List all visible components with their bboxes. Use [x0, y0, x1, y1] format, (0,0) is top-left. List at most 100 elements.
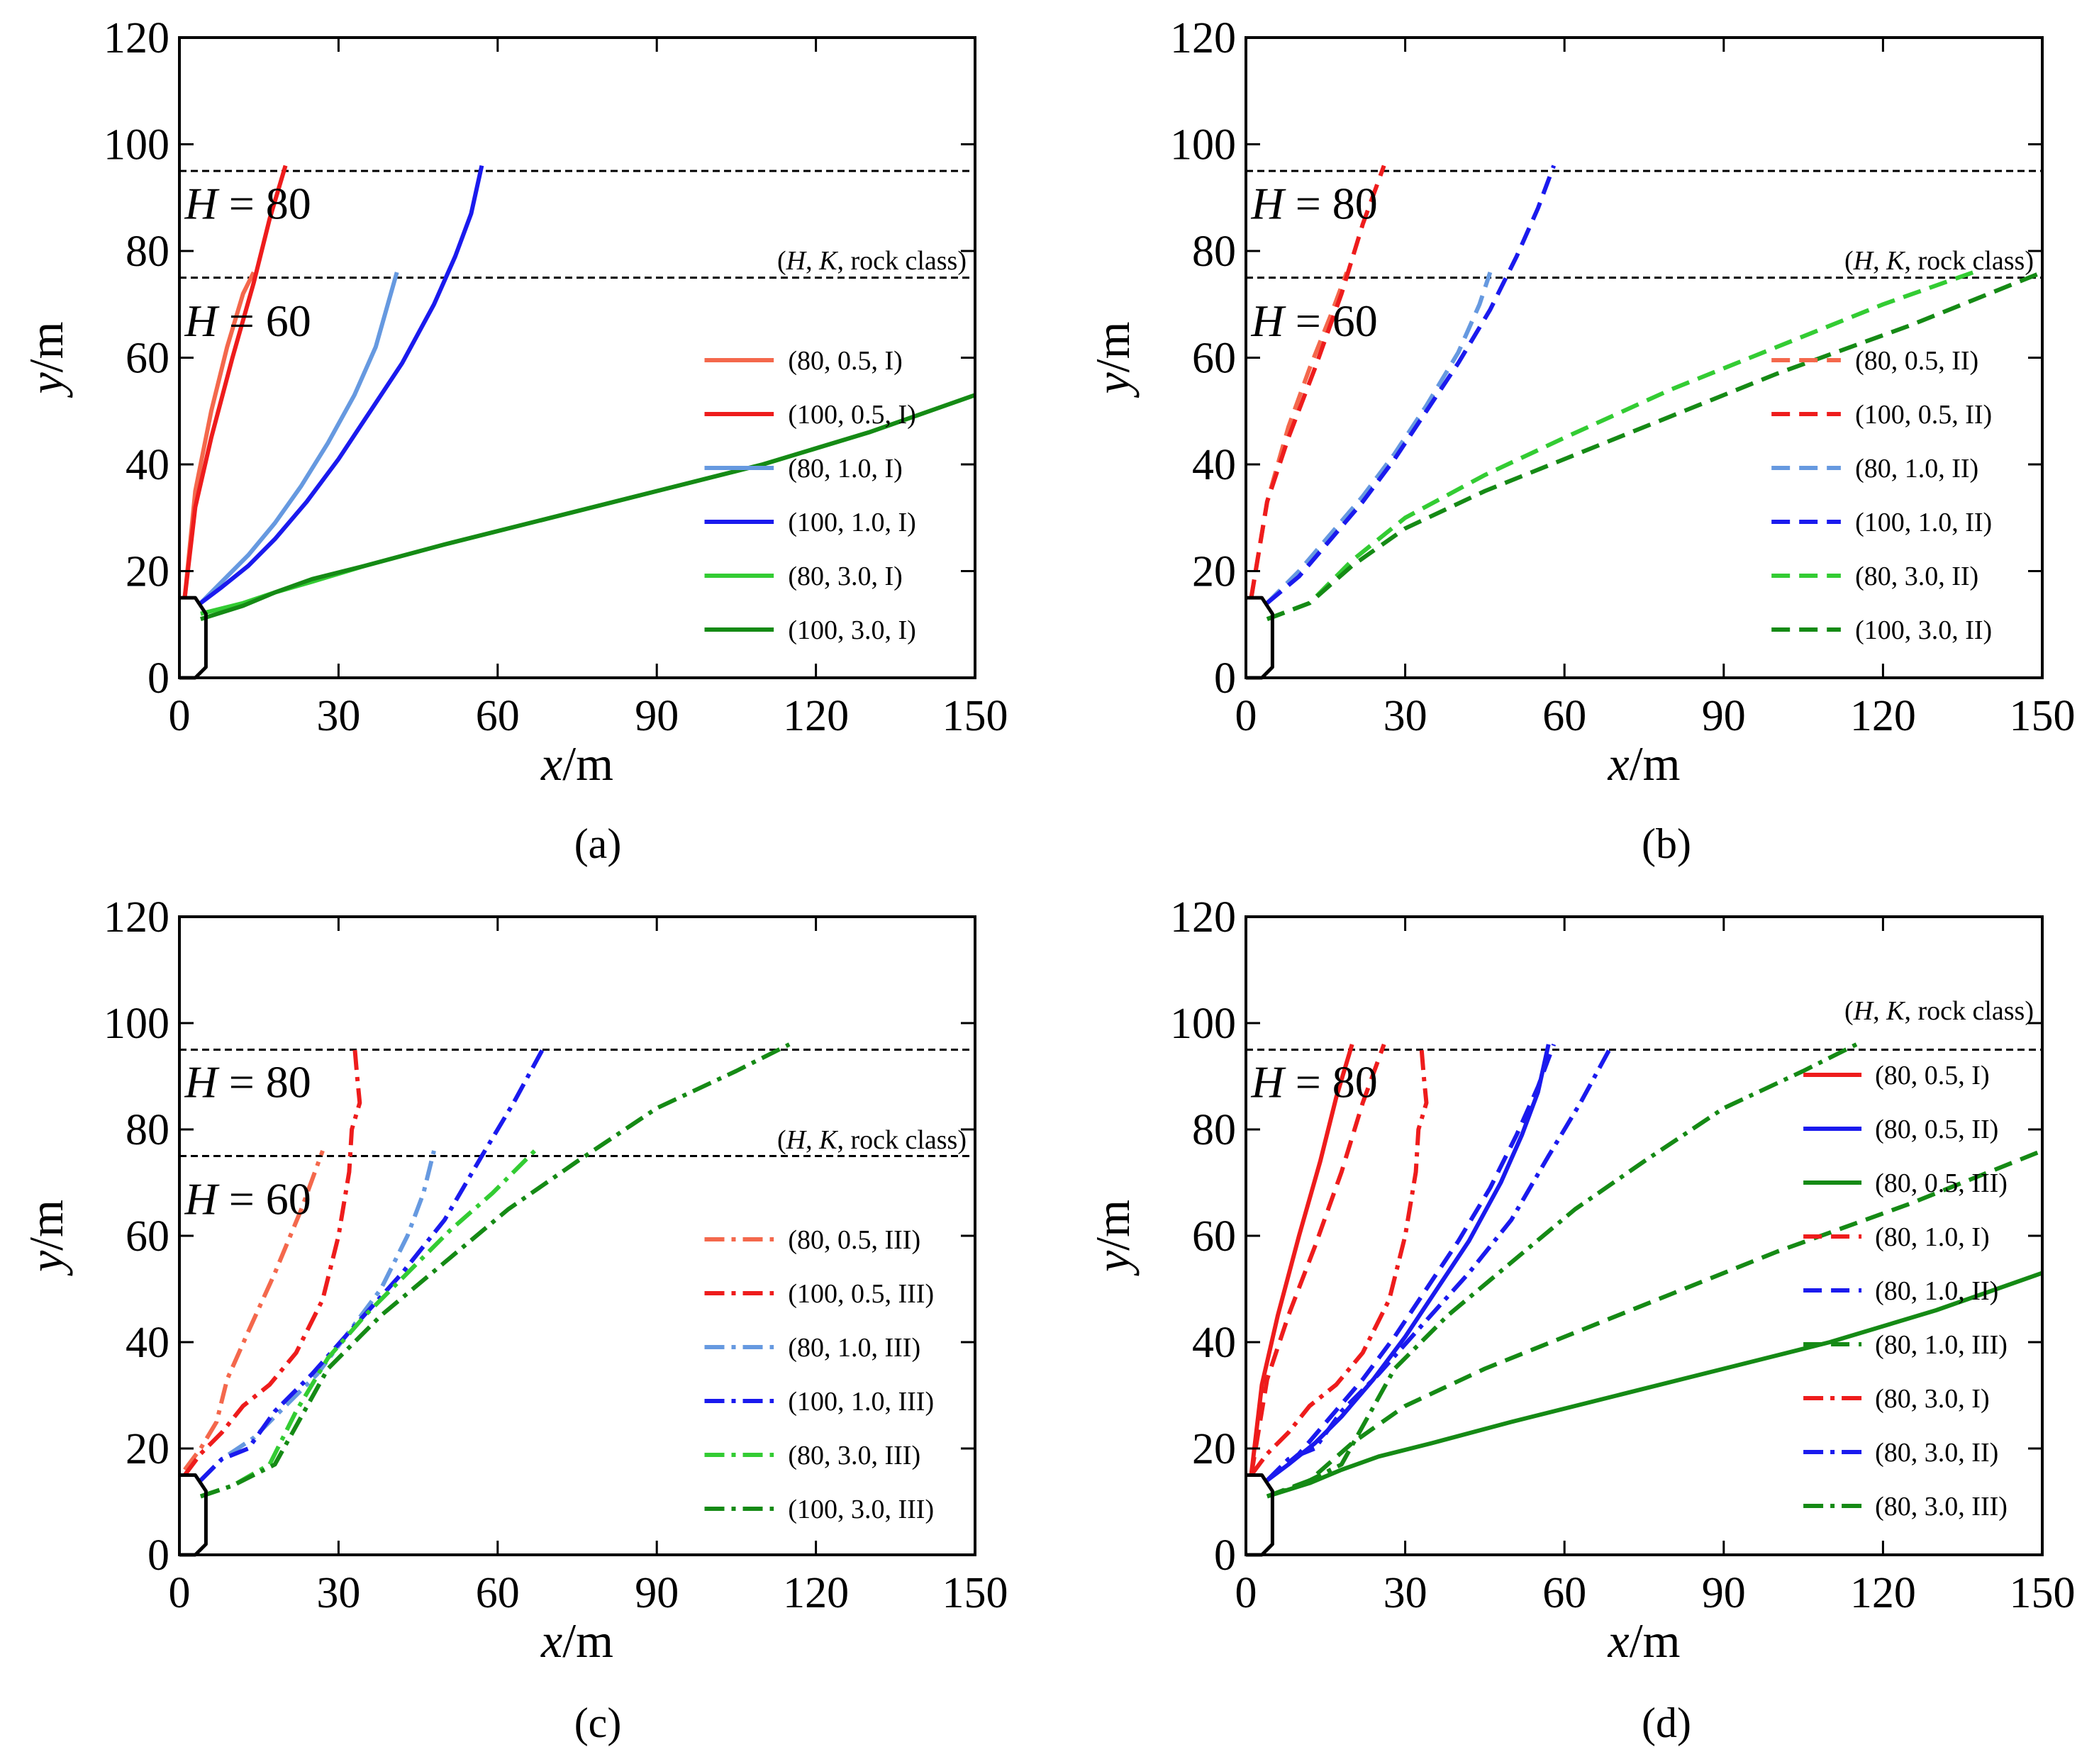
y-tick-label: 0	[147, 1531, 169, 1580]
y-tick-label: 80	[1192, 228, 1236, 276]
series-line-6	[1266, 270, 2042, 622]
series-line-6	[1266, 1149, 2042, 1499]
tunnel-outline	[1246, 1473, 1274, 1557]
y-tick-label: 100	[1170, 1000, 1236, 1048]
series-line-8	[1265, 1043, 1615, 1483]
y-axis-label: y/m	[19, 1200, 73, 1276]
y-tick-label: 120	[104, 14, 169, 62]
legend-label: (100, 1.0, II)	[1855, 508, 1992, 537]
y-tick-label: 100	[104, 1000, 169, 1048]
legend-label: (100, 1.0, III)	[788, 1387, 934, 1417]
y-tick-label: 40	[1192, 441, 1236, 489]
chart-panel-2: 0 30 60 90 120 150 0 20 40 60 80 100 120 x/m y/m H = 80…	[1086, 14, 2076, 867]
series-line-2	[1266, 1044, 1551, 1483]
x-tick-label: 150	[2010, 692, 2076, 740]
x-axis-label: x/m	[1608, 737, 1681, 791]
legend-label: (80, 3.0, III)	[788, 1441, 920, 1470]
y-tick-label: 60	[1192, 1212, 1236, 1261]
legend-label: (100, 1.0, I)	[788, 508, 915, 537]
x-tick-label: 30	[1383, 692, 1427, 740]
x-tick-label: 0	[169, 692, 191, 740]
series-line-7	[1249, 1044, 1429, 1477]
legend-label: (80, 3.0, I)	[788, 562, 902, 591]
x-tick-label: 30	[1383, 1569, 1427, 1617]
legend-label: (80, 0.5, I)	[1875, 1061, 1989, 1090]
y-tick-label: 100	[104, 121, 169, 169]
legend-title: (H, K, rock class)	[777, 1125, 967, 1155]
tunnel-outline	[179, 1473, 208, 1557]
legend: (H, K, rock class) (80, 0.5, I) (100, 0.5,…	[704, 246, 967, 645]
legend-label: (100, 3.0, II)	[1855, 615, 1992, 645]
legend-label: (80, 0.5, III)	[1875, 1168, 2008, 1198]
x-tick-label: 90	[1702, 692, 1746, 740]
x-tick-label: 120	[783, 692, 849, 740]
legend-label: (80, 3.0, II)	[1875, 1438, 1998, 1468]
legend-label: (100, 0.5, III)	[788, 1279, 934, 1309]
x-tick-label: 150	[2010, 1569, 2076, 1617]
x-tick-label: 120	[1850, 692, 1916, 740]
chart-panel-4: 0 30 60 90 120 150 0 20 40 60 80 100 120 x/m y/m H = 80…	[1086, 893, 2076, 1746]
y-tick-label: 120	[104, 893, 169, 942]
y-tick-label: 60	[126, 1212, 169, 1261]
legend-label: (80, 0.5, I)	[788, 346, 902, 376]
y-tick-label: 120	[1170, 893, 1236, 942]
depth-annotation-2: H = 60	[184, 296, 311, 346]
y-tick-label: 20	[126, 1425, 169, 1473]
chart-panel-3: 0 30 60 90 120 150 0 20 40 60 80 100 120 x/m y/m H = 80…	[19, 893, 1008, 1746]
series-line-6	[199, 1042, 791, 1499]
panel-label: (d)	[1642, 1699, 1691, 1746]
x-tick-label: 30	[316, 692, 360, 740]
series-line-4	[1265, 164, 1557, 605]
series-line-2	[182, 164, 288, 598]
series-line-2	[1249, 164, 1386, 598]
legend-label: (100, 3.0, III)	[788, 1495, 934, 1524]
legend-label: (100, 0.5, I)	[788, 400, 915, 430]
x-tick-label: 0	[169, 1569, 191, 1617]
legend-label: (80, 1.0, II)	[1875, 1276, 1998, 1306]
depth-annotation-1: H = 80	[184, 1057, 311, 1107]
y-tick-label: 120	[1170, 14, 1236, 62]
legend-label: (80, 0.5, II)	[1855, 346, 1978, 376]
x-tick-label: 120	[783, 1569, 849, 1617]
y-axis-label: y/m	[1086, 1200, 1140, 1276]
series-line-3	[1265, 272, 1493, 605]
series-line-1	[1249, 272, 1349, 598]
x-tick-label: 90	[635, 692, 679, 740]
x-tick-label: 90	[1702, 1569, 1746, 1617]
x-axis-label: x/m	[540, 1614, 613, 1668]
legend-label: (80, 1.0, I)	[1875, 1222, 1989, 1252]
legend-label: (80, 1.0, III)	[1875, 1330, 2008, 1360]
depth-annotation-1: H = 80	[184, 178, 311, 228]
y-tick-label: 40	[126, 1319, 169, 1367]
x-tick-label: 60	[1542, 1569, 1586, 1617]
x-tick-label: 60	[476, 1569, 520, 1617]
series-line-3	[199, 272, 399, 605]
legend-label: (80, 1.0, II)	[1855, 454, 1978, 484]
panel-label: (b)	[1642, 820, 1691, 867]
legend-label: (80, 1.0, I)	[788, 454, 902, 484]
legend: (H, K, rock class) (80, 0.5, III) (100, 0.…	[704, 1125, 967, 1524]
legend-label: (80, 1.0, III)	[788, 1333, 920, 1363]
y-axis-label: y/m	[1086, 322, 1140, 398]
y-tick-label: 0	[1214, 654, 1236, 703]
panel-label: (a)	[574, 820, 622, 867]
y-tick-label: 60	[1192, 335, 1236, 383]
legend-label: (80, 0.5, II)	[1875, 1115, 1998, 1144]
x-tick-label: 60	[476, 692, 520, 740]
series-line-4	[199, 164, 484, 605]
tunnel-outline	[179, 596, 208, 680]
series-line-3	[1266, 1271, 2042, 1499]
y-tick-label: 40	[126, 441, 169, 489]
series-line-4	[199, 1043, 547, 1483]
y-tick-label: 60	[126, 335, 169, 383]
y-tick-label: 20	[1192, 548, 1236, 596]
y-axis-label: y/m	[19, 322, 73, 398]
legend: (H, K, rock class) (80, 0.5, II) (100, 0.5…	[1771, 246, 2034, 645]
y-tick-label: 40	[1192, 1319, 1236, 1367]
y-tick-label: 0	[147, 654, 169, 703]
series-line-4	[1249, 1043, 1386, 1475]
legend: (H, K, rock class) (80, 0.5, I) (80, 0.5, …	[1803, 996, 2034, 1522]
legend-label: (100, 3.0, I)	[788, 615, 915, 645]
x-tick-label: 120	[1850, 1569, 1916, 1617]
legend-title: (H, K, rock class)	[1844, 246, 2034, 276]
